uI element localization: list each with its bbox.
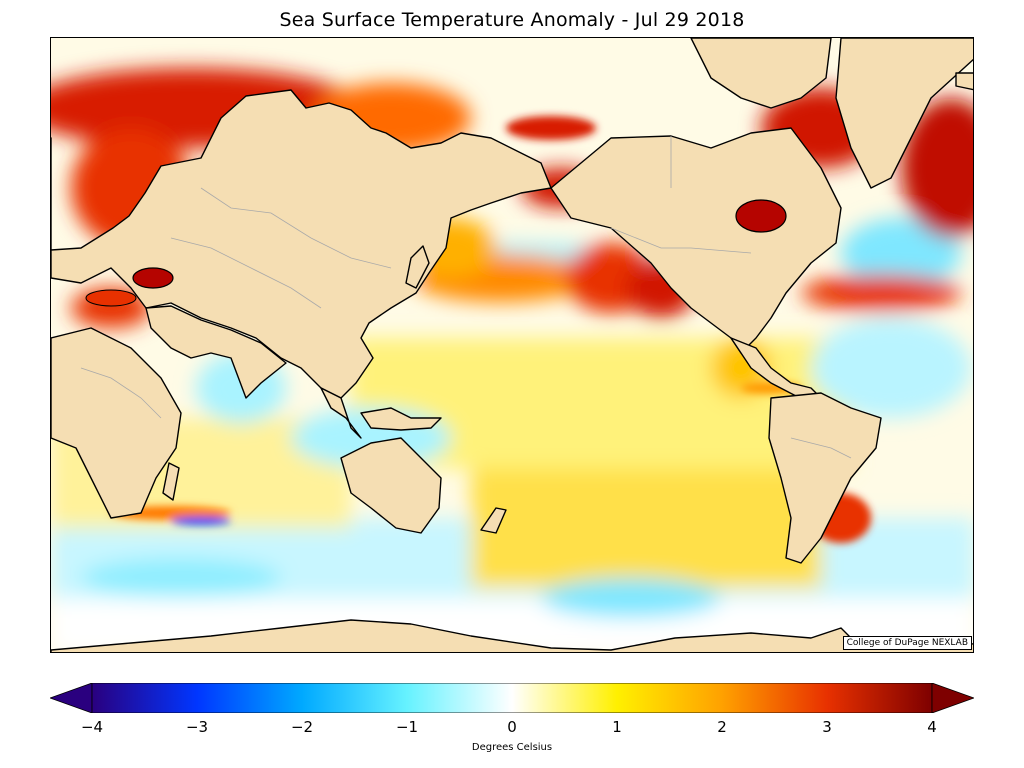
colorbar xyxy=(50,683,974,713)
landmasses xyxy=(51,38,973,652)
arabia-india-land xyxy=(145,305,287,399)
credit-label: College of DuPage NEXLAB xyxy=(842,636,972,650)
north-america-land xyxy=(550,127,842,354)
colorbar-extend-high xyxy=(931,683,974,713)
colorbar-tick-label: −4 xyxy=(80,718,104,736)
colorbar-extend-low xyxy=(50,683,93,713)
arctic-islands-land xyxy=(690,38,832,109)
australia-land xyxy=(340,437,442,534)
colorbar-tick-label: 3 xyxy=(822,718,832,736)
colorbar-tick-label: −3 xyxy=(185,718,209,736)
country-borders xyxy=(80,136,852,459)
great-lakes xyxy=(85,199,787,307)
south-america-land xyxy=(768,392,882,564)
madagascar-land xyxy=(162,462,180,501)
southeast-asia-land xyxy=(320,387,362,439)
colorbar-label: Degrees Celsius xyxy=(471,742,553,753)
map-title: Sea Surface Temperature Anomaly - Jul 29… xyxy=(279,9,745,31)
colorbar-ramp xyxy=(91,683,933,713)
sst-anomaly-map: College of DuPage NEXLAB xyxy=(50,37,974,653)
colorbar-tick-label: 1 xyxy=(612,718,622,736)
colorbar-tick-label: 2 xyxy=(717,718,727,736)
new-zealand-land xyxy=(480,507,507,534)
eurasia-land xyxy=(51,89,552,399)
indonesia-land xyxy=(360,407,442,431)
colorbar-tick-label: −2 xyxy=(290,718,314,736)
colorbar-tick-label: −1 xyxy=(395,718,419,736)
colorbar-tick-label: 0 xyxy=(507,718,517,736)
japan-land xyxy=(405,245,430,289)
map-canvas: College of DuPage NEXLAB xyxy=(51,38,973,652)
africa-land xyxy=(51,327,182,519)
iceland-land xyxy=(955,72,973,91)
colorbar-tick-label: 4 xyxy=(927,718,937,736)
greenland-land xyxy=(835,38,973,189)
